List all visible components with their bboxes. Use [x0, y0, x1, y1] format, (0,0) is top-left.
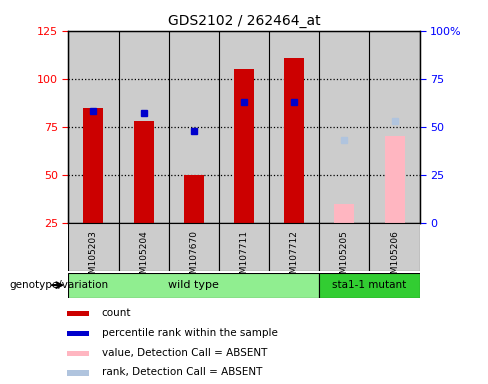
Text: genotype/variation: genotype/variation	[10, 280, 109, 290]
Bar	[219, 223, 269, 271]
Bar	[334, 204, 354, 223]
Bar	[169, 223, 219, 271]
Bar	[67, 331, 89, 336]
Bar	[269, 31, 319, 223]
Text: GSM105203: GSM105203	[89, 230, 98, 285]
Bar	[68, 273, 319, 298]
Bar	[184, 175, 204, 223]
Bar	[369, 31, 420, 223]
Bar	[68, 223, 119, 271]
Bar	[67, 351, 89, 356]
Bar	[134, 121, 154, 223]
Bar	[319, 223, 369, 271]
Bar	[119, 31, 169, 223]
Text: value, Detection Call = ABSENT: value, Detection Call = ABSENT	[102, 348, 267, 358]
Text: GSM107712: GSM107712	[290, 230, 299, 285]
Text: GSM105204: GSM105204	[139, 230, 148, 285]
Bar	[234, 69, 254, 223]
Text: GSM105206: GSM105206	[390, 230, 399, 285]
Text: wild type: wild type	[168, 280, 219, 290]
Bar	[269, 223, 319, 271]
Text: GSM105205: GSM105205	[340, 230, 349, 285]
Bar	[83, 108, 103, 223]
Text: percentile rank within the sample: percentile rank within the sample	[102, 328, 277, 338]
Bar	[319, 31, 369, 223]
Bar	[169, 31, 219, 223]
Bar	[67, 311, 89, 316]
Bar	[67, 371, 89, 376]
Bar	[284, 58, 304, 223]
Text: GSM107711: GSM107711	[240, 230, 248, 285]
Title: GDS2102 / 262464_at: GDS2102 / 262464_at	[168, 14, 320, 28]
Bar	[68, 31, 119, 223]
Bar	[219, 31, 269, 223]
Text: count: count	[102, 308, 131, 318]
Text: sta1-1 mutant: sta1-1 mutant	[332, 280, 407, 290]
Text: rank, Detection Call = ABSENT: rank, Detection Call = ABSENT	[102, 367, 262, 377]
Text: GSM107670: GSM107670	[189, 230, 198, 285]
Bar	[369, 223, 420, 271]
Bar	[385, 136, 405, 223]
Bar	[319, 273, 420, 298]
Bar	[119, 223, 169, 271]
